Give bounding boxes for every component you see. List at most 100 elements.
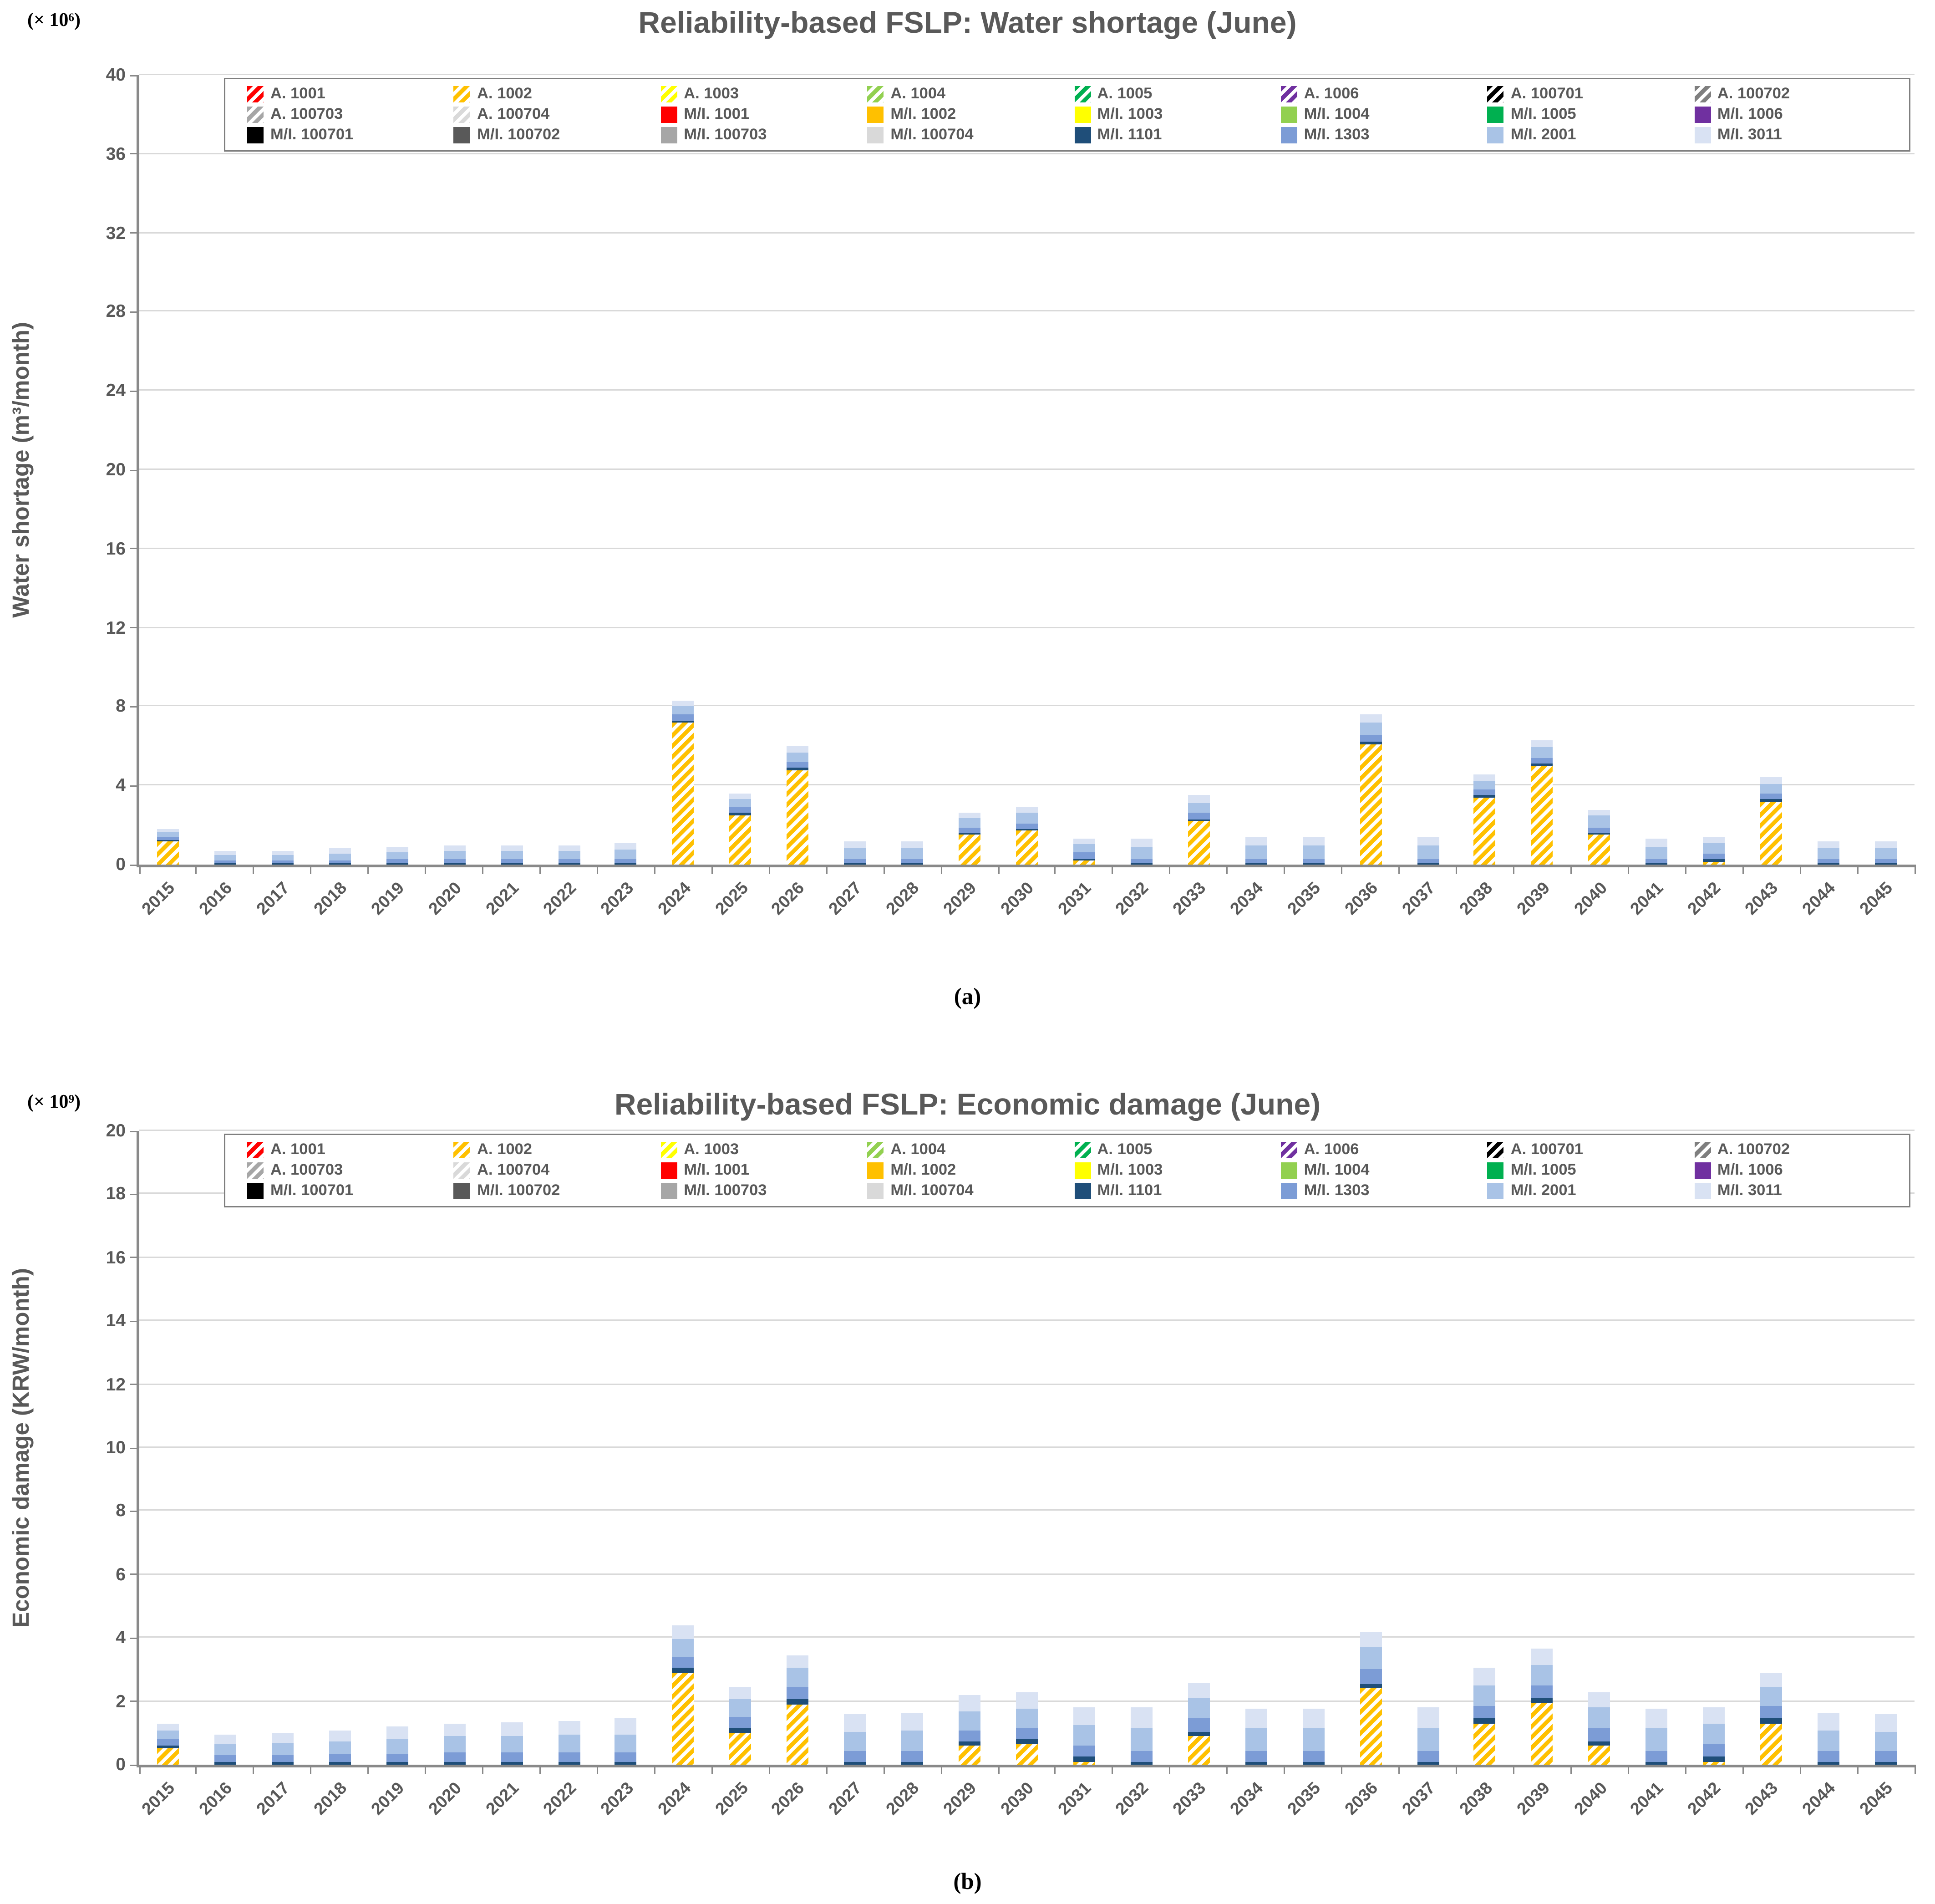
bar-segment-m-i-3011 xyxy=(443,1723,465,1736)
legend-item-a-1003: A. 1003 xyxy=(660,1142,867,1158)
bar-segment-m-i-3011 xyxy=(1417,837,1439,846)
bar-segment-m-i-1303 xyxy=(329,860,351,864)
bar-2045 xyxy=(1875,1131,1897,1765)
bar-2037 xyxy=(1417,1131,1439,1765)
legend-swatch-m-i-2001 xyxy=(1487,1183,1504,1199)
legend-label: M/I. 1101 xyxy=(1097,127,1162,143)
bar-segment-m-i-2001 xyxy=(558,850,580,860)
legend-label: A. 1005 xyxy=(1097,86,1153,102)
x-axis-label: 2031 xyxy=(1054,878,1095,919)
bar-segment-m-i-3011 xyxy=(443,845,465,851)
legend-swatch-a-1003 xyxy=(660,1142,677,1158)
bar-segment-m-i-1303 xyxy=(386,860,408,864)
x-tick-mark xyxy=(1627,1765,1629,1774)
legend-label: A. 1001 xyxy=(270,1142,325,1158)
bar-segment-m-i-3011 xyxy=(1359,714,1381,723)
legend-swatch-m-i-100703 xyxy=(660,1183,677,1199)
chart-water-shortage: (× 10⁶) Reliability-based FSLP: Water sh… xyxy=(8,5,1915,1009)
bar-segment-m-i-1303 xyxy=(1703,1744,1725,1757)
bar-segment-m-i-1101 xyxy=(386,1761,408,1765)
y-tick-label: 28 xyxy=(106,301,126,322)
bar-segment-m-i-1101 xyxy=(157,1746,179,1749)
bar-segment-m-i-1101 xyxy=(558,1761,580,1765)
y-tick-label: 36 xyxy=(106,143,126,164)
bar-segment-m-i-1303 xyxy=(615,1752,637,1762)
legend-label: M/I. 2001 xyxy=(1510,1183,1576,1199)
bar-segment-m-i-2001 xyxy=(787,752,809,762)
bar-segment-m-i-2001 xyxy=(1417,845,1439,859)
bar-segment-m-i-3011 xyxy=(901,841,924,848)
y-tick-mark xyxy=(130,74,139,76)
legend-item-m-i-100702: M/I. 100702 xyxy=(454,1183,660,1199)
legend-item-m-i-1004: M/I. 1004 xyxy=(1280,107,1488,123)
bar-2017 xyxy=(271,1131,294,1765)
y-tick-mark xyxy=(130,232,139,234)
y-tick-label: 24 xyxy=(106,380,126,401)
x-tick-mark xyxy=(1398,865,1400,874)
bar-2044 xyxy=(1818,1131,1840,1765)
bar-segment-m-i-1101 xyxy=(844,1761,866,1765)
bar-segment-m-i-1101 xyxy=(729,1728,752,1733)
plot-area-a: A. 1001 A. 1002 A. 1003 A. 1004 A. 1005 A. 10… xyxy=(106,64,1915,874)
bar-segment-m-i-2001 xyxy=(329,1741,351,1754)
bar-2041 xyxy=(1646,75,1668,865)
bar-segment-a-1002 xyxy=(672,722,695,865)
bar-segment-m-i-3011 xyxy=(1531,1649,1554,1665)
y-tick-mark xyxy=(130,311,139,313)
x-axis-label: 2029 xyxy=(940,1778,980,1819)
legend-item-a-100703: A. 100703 xyxy=(247,1162,454,1179)
legend-item-m-i-100702: M/I. 100702 xyxy=(454,127,660,143)
legend-swatch-a-1001 xyxy=(247,1142,264,1158)
legend-label: A. 1002 xyxy=(477,86,532,102)
bar-2019 xyxy=(386,1131,408,1765)
bar-segment-m-i-3011 xyxy=(1245,1709,1267,1729)
bar-segment-m-i-2001 xyxy=(1016,813,1038,824)
gridline xyxy=(139,1383,1915,1385)
x-tick-mark xyxy=(1513,1765,1514,1774)
bar-segment-m-i-3011 xyxy=(787,1655,809,1668)
x-axis-label: 2035 xyxy=(1284,1778,1324,1819)
x-tick-mark xyxy=(1570,865,1572,874)
legend-swatch-m-i-1006 xyxy=(1694,107,1711,123)
bar-segment-a-1002 xyxy=(1474,797,1496,865)
legend-label: M/I. 1005 xyxy=(1510,1162,1576,1179)
gridline xyxy=(139,311,1915,312)
caption-a: (a) xyxy=(954,983,981,1009)
bar-2025 xyxy=(729,1131,752,1765)
x-axis-label: 2030 xyxy=(997,1778,1038,1819)
legend-item-m-i-1006: M/I. 1006 xyxy=(1694,107,1901,123)
legend-label: A. 1005 xyxy=(1097,1142,1153,1158)
bar-segment-m-i-3011 xyxy=(959,1695,981,1711)
x-axis-label: 2015 xyxy=(138,1778,179,1819)
bar-segment-m-i-3011 xyxy=(1875,841,1897,848)
legend-item-m-i-3011: M/I. 3011 xyxy=(1694,127,1901,143)
bar-segment-a-1002 xyxy=(1073,860,1095,865)
bar-segment-m-i-1303 xyxy=(214,1755,236,1762)
y-tick-label: 10 xyxy=(106,1437,126,1457)
bar-segment-m-i-1303 xyxy=(1875,1750,1897,1762)
legend-label: A. 100702 xyxy=(1717,1142,1790,1158)
bar-segment-m-i-2001 xyxy=(271,1742,294,1756)
y-tick-mark xyxy=(130,1700,139,1702)
legend-item-m-i-100703: M/I. 100703 xyxy=(660,1183,867,1199)
bar-segment-m-i-2001 xyxy=(1130,1728,1153,1751)
bar-segment-m-i-2001 xyxy=(1359,1647,1381,1670)
legend-item-a-1002: A. 1002 xyxy=(454,86,660,102)
bar-2043 xyxy=(1760,1131,1783,1765)
x-axis-label: 2022 xyxy=(539,1778,580,1819)
bar-2015 xyxy=(157,75,179,865)
legend-item-m-i-1002: M/I. 1002 xyxy=(867,1162,1074,1179)
bar-segment-m-i-2001 xyxy=(1073,1725,1095,1746)
y-tick-mark xyxy=(130,706,139,708)
y-tick-label: 2 xyxy=(116,1690,126,1711)
bar-segment-m-i-2001 xyxy=(1818,848,1840,859)
legend-item-m-i-2001: M/I. 2001 xyxy=(1487,1183,1694,1199)
legend-item-a-1006: A. 1006 xyxy=(1280,86,1488,102)
bar-segment-m-i-3011 xyxy=(1703,837,1725,843)
bar-segment-a-1002 xyxy=(729,815,752,865)
bar-segment-m-i-3011 xyxy=(1703,1707,1725,1724)
bar-2027 xyxy=(844,1131,866,1765)
bar-2022 xyxy=(558,1131,580,1765)
bar-2029 xyxy=(959,75,981,865)
legend-item-m-i-2001: M/I. 2001 xyxy=(1487,127,1694,143)
